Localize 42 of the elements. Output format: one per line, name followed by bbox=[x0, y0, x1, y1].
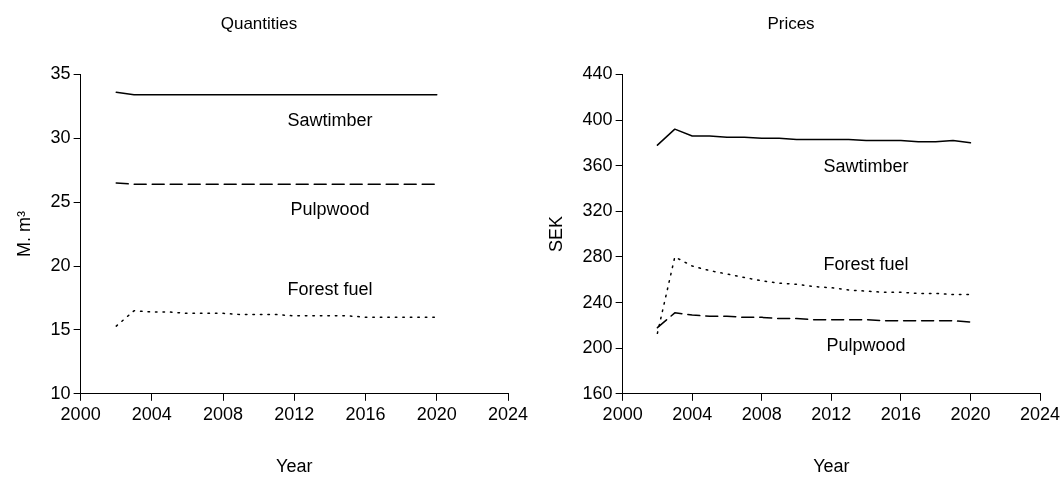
line-series bbox=[115, 310, 438, 327]
series-label: Forest fuel bbox=[287, 278, 373, 299]
series-label: Pulpwood bbox=[826, 334, 906, 355]
y-tick-label: 30 bbox=[50, 127, 71, 148]
y-tick-label: 240 bbox=[582, 291, 613, 312]
x-tick-label: 2016 bbox=[345, 403, 386, 424]
x-tick-label: 2012 bbox=[274, 403, 315, 424]
x-tick-label: 2016 bbox=[880, 403, 921, 424]
line-series bbox=[656, 256, 972, 335]
y-tick-label: 35 bbox=[50, 63, 71, 84]
x-tick-label: 2024 bbox=[487, 403, 529, 424]
y-tick-label: 160 bbox=[582, 382, 613, 403]
x-tick-label: 2024 bbox=[1019, 403, 1061, 424]
x-tick-label: 2004 bbox=[131, 403, 172, 424]
x-tick-label: 2020 bbox=[416, 403, 457, 424]
y-tick-label: 440 bbox=[582, 63, 613, 84]
x-tick-label: 2000 bbox=[602, 403, 643, 424]
x-tick-label: 2008 bbox=[741, 403, 782, 424]
y-tick-label: 320 bbox=[582, 200, 613, 221]
y-tick-label: 400 bbox=[582, 109, 613, 129]
series-label: Sawtimber bbox=[823, 155, 909, 176]
y-axis-title: SEK bbox=[545, 216, 566, 253]
y-axis-title: M. m³ bbox=[13, 211, 34, 258]
chart-title: Quantities bbox=[220, 13, 298, 33]
x-tick-label: 2004 bbox=[672, 403, 713, 424]
x-tick-label: 2020 bbox=[950, 403, 991, 424]
chart-title: Prices bbox=[767, 13, 815, 33]
y-tick-label: 10 bbox=[50, 382, 71, 403]
x-tick-label: 2012 bbox=[811, 403, 852, 424]
y-tick-label: 280 bbox=[582, 245, 613, 266]
x-tick-label: 2000 bbox=[60, 403, 101, 424]
x-axis-title: Year bbox=[813, 456, 850, 477]
series-label: Sawtimber bbox=[287, 109, 373, 130]
y-tick-label: 20 bbox=[50, 255, 71, 276]
series-label: Pulpwood bbox=[290, 199, 370, 220]
y-tick-label: 360 bbox=[582, 154, 613, 175]
series-label: Forest fuel bbox=[823, 254, 909, 275]
y-tick-label: 200 bbox=[582, 337, 613, 358]
y-tick-label: 25 bbox=[50, 191, 71, 212]
x-tick-label: 2008 bbox=[203, 403, 244, 424]
x-axis-title: Year bbox=[276, 456, 313, 477]
y-tick-label: 15 bbox=[50, 318, 71, 339]
